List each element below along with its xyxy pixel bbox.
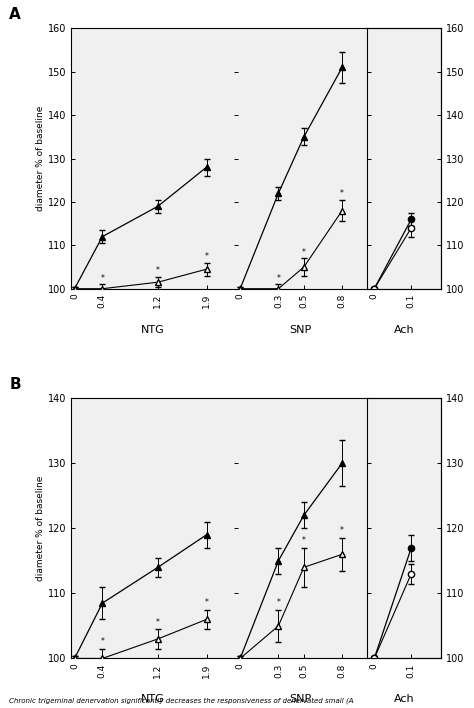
Text: Chronic trigeminal denervation significantly decreases the responsiveness of den: Chronic trigeminal denervation significa… — [9, 698, 354, 704]
Text: *: * — [340, 527, 344, 535]
Text: *: * — [100, 637, 104, 646]
Text: A: A — [9, 8, 21, 23]
Text: B: B — [9, 377, 21, 392]
Text: *: * — [302, 248, 306, 256]
X-axis label: NTG: NTG — [141, 695, 164, 704]
X-axis label: NTG: NTG — [141, 324, 164, 335]
Text: *: * — [100, 273, 104, 282]
X-axis label: Ach: Ach — [393, 695, 414, 704]
Text: *: * — [302, 536, 306, 545]
Y-axis label: diameter % of baseline: diameter % of baseline — [36, 476, 45, 581]
X-axis label: SNP: SNP — [289, 324, 311, 335]
X-axis label: Ach: Ach — [393, 324, 414, 335]
Text: *: * — [156, 617, 160, 627]
Text: *: * — [276, 598, 280, 607]
Text: *: * — [276, 273, 280, 282]
Text: *: * — [340, 189, 344, 198]
Text: *: * — [156, 266, 160, 275]
Text: *: * — [205, 598, 209, 607]
X-axis label: SNP: SNP — [289, 695, 311, 704]
Y-axis label: diameter % of baseline: diameter % of baseline — [36, 105, 45, 211]
Text: *: * — [205, 252, 209, 261]
